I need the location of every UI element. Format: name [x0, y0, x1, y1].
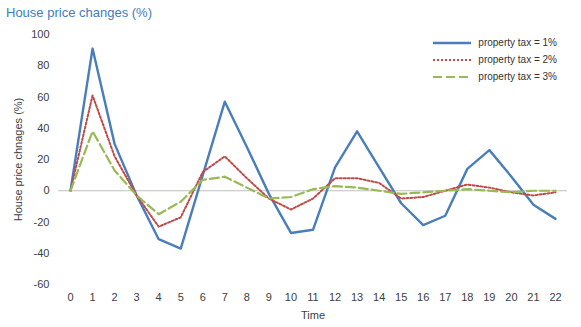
svg-text:15: 15: [395, 291, 407, 303]
svg-text:9: 9: [266, 291, 272, 303]
svg-text:-40: -40: [34, 247, 50, 259]
svg-text:18: 18: [461, 291, 473, 303]
svg-text:21: 21: [527, 291, 539, 303]
svg-text:19: 19: [483, 291, 495, 303]
svg-text:7: 7: [222, 291, 228, 303]
html-text:property tax = 2%: property tax = 2%: [478, 54, 557, 65]
svg-text:10: 10: [285, 291, 297, 303]
html-text:property tax = 3%: property tax = 3%: [478, 71, 557, 82]
svg-text:16: 16: [417, 291, 429, 303]
svg-text:40: 40: [37, 122, 49, 134]
svg-text:20: 20: [37, 153, 49, 165]
svg-text:-20: -20: [34, 216, 50, 228]
svg-text:20: 20: [505, 291, 517, 303]
svg-text:4: 4: [156, 291, 162, 303]
svg-text:80: 80: [37, 59, 49, 71]
svg-text:8: 8: [244, 291, 250, 303]
html-text:property tax = 1%: property tax = 1%: [478, 37, 557, 48]
svg-text:3: 3: [134, 291, 140, 303]
svg-text:60: 60: [37, 91, 49, 103]
html-text:House price changes (%): House price changes (%): [6, 5, 152, 20]
svg-text:-60: -60: [34, 278, 50, 290]
svg-text:11: 11: [307, 291, 318, 303]
svg-text:Time: Time: [301, 309, 325, 321]
svg-text:0: 0: [67, 291, 73, 303]
svg-text:12: 12: [329, 291, 341, 303]
svg-text:14: 14: [373, 291, 385, 303]
svg-text:5: 5: [178, 291, 184, 303]
svg-text:0: 0: [43, 184, 49, 196]
svg-text:13: 13: [351, 291, 363, 303]
svg-text:100: 100: [31, 28, 49, 40]
svg-text:22: 22: [549, 291, 561, 303]
svg-text:1: 1: [89, 291, 95, 303]
svg-text:House price chnages (%): House price chnages (%): [12, 98, 24, 222]
svg-text:2: 2: [112, 291, 118, 303]
svg-text:6: 6: [200, 291, 206, 303]
svg-text:17: 17: [439, 291, 451, 303]
